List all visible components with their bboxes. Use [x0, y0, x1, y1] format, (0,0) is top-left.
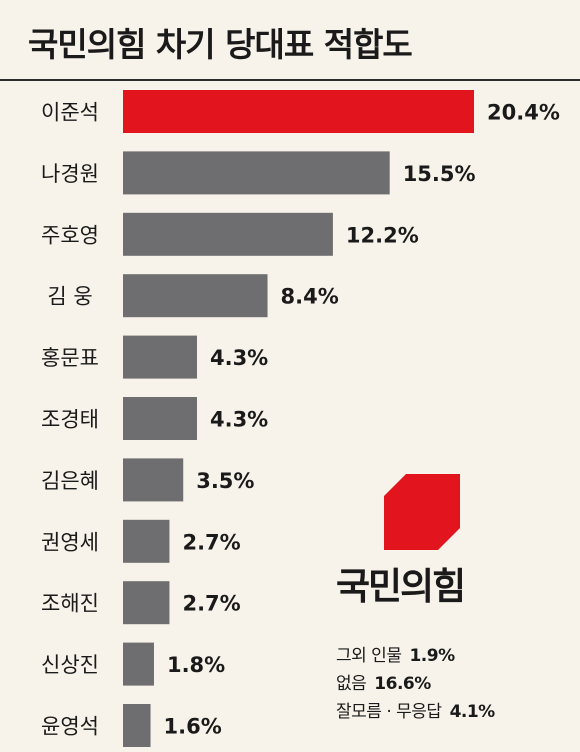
title-divider — [0, 79, 580, 81]
bar — [123, 704, 151, 747]
category-label: 홍문표 — [41, 346, 99, 370]
party-logo-icon — [384, 474, 460, 550]
category-label: 조경태 — [41, 408, 99, 432]
bar — [123, 90, 474, 133]
value-label: 12.2% — [346, 223, 419, 247]
bar — [123, 519, 170, 563]
bar — [123, 212, 333, 256]
note-row: 없음 16.6% — [336, 670, 495, 698]
value-label: 1.8% — [167, 653, 225, 677]
chart-title: 국민의힘 차기 당대표 적합도 — [28, 25, 413, 64]
value-label: 4.3% — [210, 346, 268, 370]
category-label: 신상진 — [41, 653, 99, 677]
notes-block: 그외 인물 1.9% 없음 16.6% 잘모름 · 무응답 4.1% — [336, 642, 495, 726]
bar — [123, 151, 390, 195]
value-label: 4.3% — [210, 408, 268, 432]
value-label: 1.6% — [164, 715, 222, 739]
bar — [123, 458, 184, 502]
category-label: 나경원 — [41, 162, 99, 186]
bar — [123, 642, 154, 686]
value-label: 3.5% — [196, 469, 254, 493]
bar — [123, 274, 268, 318]
value-label: 20.4% — [487, 101, 560, 125]
category-label: 권영세 — [41, 530, 99, 554]
category-label: 조해진 — [41, 592, 99, 616]
bar — [123, 397, 197, 440]
value-label: 8.4% — [281, 285, 339, 309]
category-label: 김은혜 — [41, 469, 99, 493]
note-row: 잘모름 · 무응답 4.1% — [336, 698, 495, 726]
value-label: 15.5% — [403, 162, 476, 186]
value-label: 2.7% — [182, 530, 240, 554]
note-value: 16.6% — [374, 674, 431, 694]
party-logo-text: 국민의힘 — [336, 565, 466, 608]
category-label: 주호영 — [41, 223, 99, 247]
note-label: 그외 인물 — [336, 646, 402, 666]
category-label: 윤영석 — [41, 715, 99, 739]
bar — [123, 335, 197, 379]
note-label: 잘모름 · 무응답 — [336, 702, 442, 722]
note-row: 그외 인물 1.9% — [336, 642, 495, 670]
category-label: 김 웅 — [47, 285, 92, 309]
bar — [123, 581, 170, 625]
value-label: 2.7% — [182, 592, 240, 616]
note-label: 없음 — [336, 674, 367, 694]
note-value: 4.1% — [449, 702, 496, 722]
note-value: 1.9% — [409, 646, 455, 666]
category-label: 이준석 — [41, 101, 99, 125]
